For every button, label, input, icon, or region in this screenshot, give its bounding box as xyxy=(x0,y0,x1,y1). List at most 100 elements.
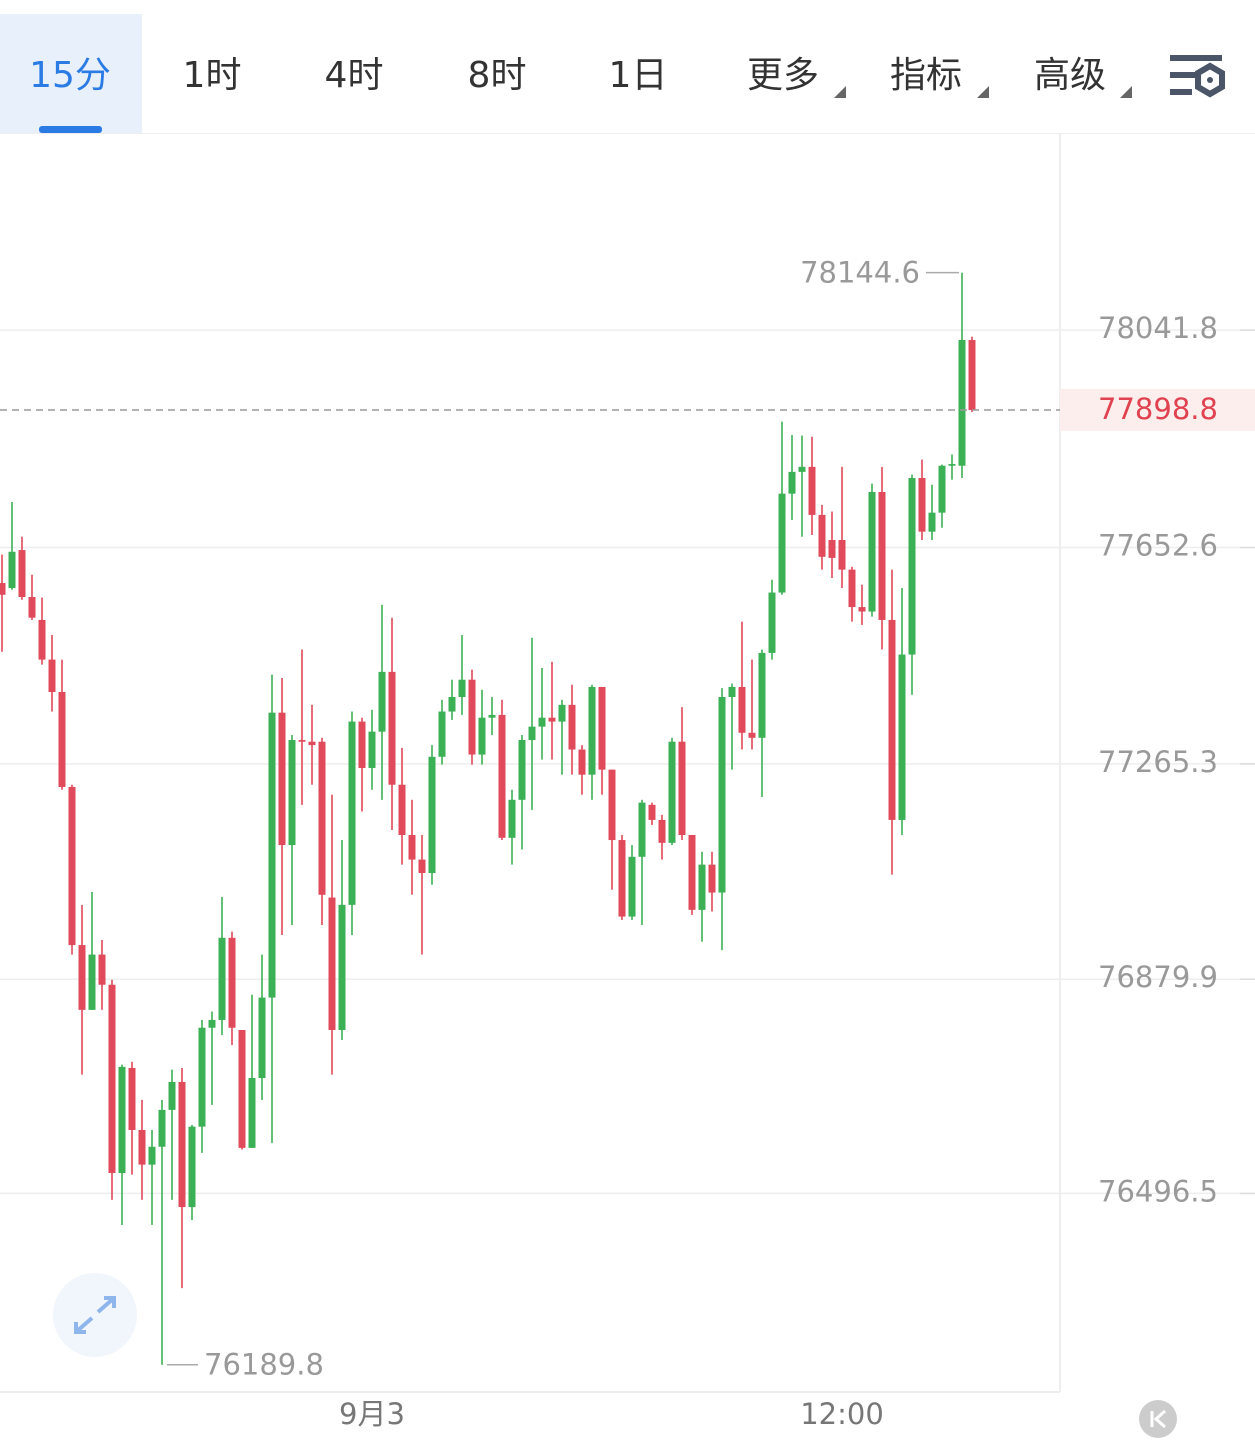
candle-body xyxy=(848,569,856,608)
candle-body xyxy=(738,686,746,733)
tab[interactable]: 4时 xyxy=(325,55,384,96)
candle-body xyxy=(498,714,506,838)
candle-body xyxy=(348,721,356,905)
candle-body xyxy=(828,540,836,558)
candle-body xyxy=(248,1078,256,1148)
icon-hex xyxy=(1195,62,1225,98)
candle-body xyxy=(748,732,756,738)
tab[interactable]: 高级 xyxy=(1034,55,1106,96)
candle-body xyxy=(638,802,646,857)
candle-body xyxy=(278,712,286,846)
candle-body xyxy=(298,740,306,742)
candle-body xyxy=(928,512,936,532)
candle-body xyxy=(458,679,466,698)
candle-body xyxy=(688,835,696,910)
y-tick-label: 77265.3 xyxy=(1098,745,1218,779)
candle-body xyxy=(148,1146,156,1165)
candle-body xyxy=(58,691,66,787)
expand-icon xyxy=(74,1296,116,1334)
candle-body xyxy=(558,704,566,722)
active-tab-indicator xyxy=(39,126,102,133)
tab[interactable]: 8时 xyxy=(468,55,527,96)
candle-body xyxy=(888,619,896,820)
last-price-bg xyxy=(1060,388,1255,431)
candle-body xyxy=(318,741,326,895)
candle-body xyxy=(678,741,686,836)
candle-body xyxy=(88,954,96,1010)
candle-body xyxy=(168,1081,176,1110)
candle-body xyxy=(328,897,336,1030)
tab[interactable]: 1日 xyxy=(609,55,668,96)
candle-body xyxy=(948,464,956,466)
candle-body xyxy=(818,514,826,557)
candle-body xyxy=(528,726,536,741)
candle-body xyxy=(388,671,396,785)
candle-body xyxy=(188,1126,196,1208)
low-label: 76189.8 xyxy=(204,1348,324,1382)
candle-body xyxy=(608,769,616,841)
expand-button[interactable] xyxy=(53,1273,137,1357)
candle-body xyxy=(28,597,36,618)
candle-body xyxy=(658,819,666,843)
candle-body xyxy=(8,551,16,589)
candle-body xyxy=(158,1109,166,1147)
candle-body xyxy=(338,904,346,1030)
candle-body xyxy=(708,864,716,893)
candle-body xyxy=(698,864,706,910)
candle-body xyxy=(368,731,376,768)
candle-body xyxy=(238,1029,246,1148)
candle-body xyxy=(578,749,586,775)
candle-body xyxy=(78,945,86,1010)
dropdown-caret xyxy=(1120,86,1132,98)
candle-body xyxy=(118,1066,126,1174)
candle-body xyxy=(908,478,916,655)
candle-body xyxy=(128,1067,136,1130)
candle-body xyxy=(48,659,56,692)
candle-body xyxy=(108,984,116,1174)
candle-body xyxy=(588,686,596,775)
candle-body xyxy=(918,478,926,532)
y-tick-label: 77652.6 xyxy=(1098,529,1218,563)
tab[interactable]: 指标 xyxy=(890,55,962,96)
candle-body xyxy=(598,686,606,770)
candle-body xyxy=(468,679,476,755)
tab[interactable]: 更多 xyxy=(747,55,819,96)
tab[interactable]: 15分 xyxy=(29,55,111,96)
candle-body xyxy=(798,466,806,472)
candle-body xyxy=(408,835,416,860)
dropdown-caret xyxy=(834,86,846,98)
candle-body xyxy=(568,704,576,750)
candle-body xyxy=(308,741,316,746)
candle-body xyxy=(968,340,976,410)
active-tab-bg xyxy=(0,14,142,133)
candle-body xyxy=(868,491,876,612)
candle-body xyxy=(478,717,486,755)
candle-body xyxy=(358,721,366,768)
candle-body xyxy=(808,466,816,515)
candle-body xyxy=(228,937,236,1028)
settings-icon[interactable] xyxy=(1170,55,1225,98)
candle-body xyxy=(18,550,26,598)
tab[interactable]: 1时 xyxy=(183,55,242,96)
last-price-label: 77898.8 xyxy=(1098,392,1218,426)
candle-body xyxy=(728,686,736,698)
candle-body xyxy=(268,712,276,998)
y-tick-label: 78041.8 xyxy=(1098,311,1218,345)
x-tick-label: 9月3 xyxy=(339,1397,405,1431)
candle-body xyxy=(858,607,866,612)
candle-body xyxy=(718,697,726,893)
candle-body xyxy=(878,491,886,620)
candle-body xyxy=(378,671,386,732)
y-tick-label: 76496.5 xyxy=(1098,1174,1218,1208)
candle-body xyxy=(418,859,426,873)
y-tick-label: 76879.9 xyxy=(1098,960,1218,994)
candle-body xyxy=(838,540,846,570)
candle-body xyxy=(938,465,946,513)
candle-body xyxy=(768,592,776,653)
candle-body xyxy=(448,697,456,712)
candle-body xyxy=(428,756,436,873)
candle-body xyxy=(548,717,556,722)
candle-body xyxy=(518,740,526,800)
candle-body xyxy=(488,714,496,718)
candle-body xyxy=(438,711,446,757)
